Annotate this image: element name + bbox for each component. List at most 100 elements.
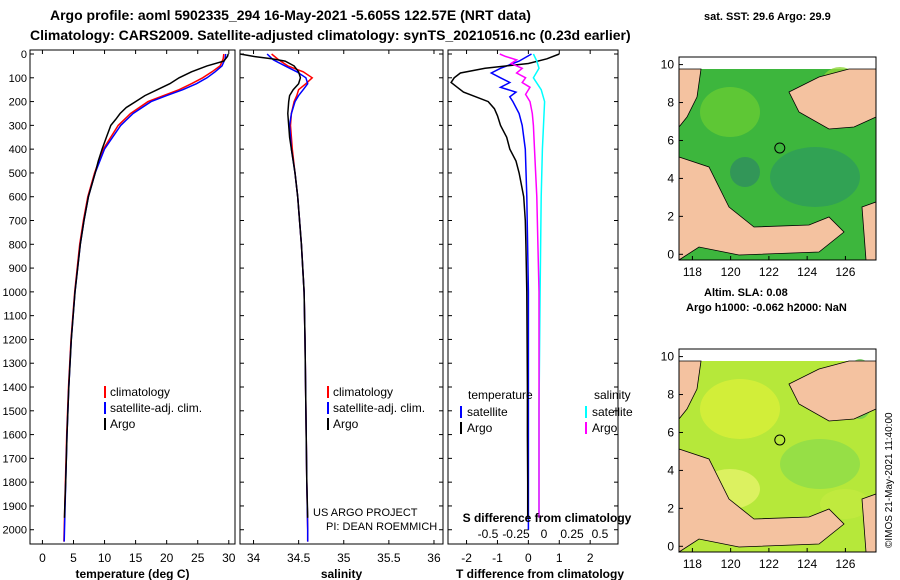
- legend-label: climatology: [333, 385, 393, 399]
- lon-tick-label: 118: [683, 265, 702, 279]
- y-tick-label: 0: [21, 49, 27, 61]
- x-tick-label: 35: [337, 551, 351, 565]
- x-tick-label: 15: [129, 551, 143, 565]
- y-tick-label: 1600: [3, 430, 27, 442]
- y-tick-label: 600: [9, 192, 27, 204]
- sla-map-title-line2: Argo h1000: -0.062 h2000: NaN: [686, 302, 847, 314]
- x-tick-label: 1: [556, 551, 563, 565]
- y-tick-label: 700: [9, 216, 27, 228]
- y-tick-label: 1500: [3, 406, 27, 418]
- x-tick-label: 25: [191, 551, 205, 565]
- legend-label: satellite: [467, 405, 508, 419]
- x-tick-label: -1: [492, 551, 503, 565]
- secondary-x-tick-label: 0.5: [592, 527, 609, 541]
- secondary-x-tick-label: 0: [541, 527, 548, 541]
- lon-tick-label: 120: [721, 557, 741, 571]
- secondary-x-tick-label: -0.5: [478, 527, 499, 541]
- lon-tick-label: 126: [835, 265, 855, 279]
- float-position-marker: [774, 142, 786, 154]
- lon-tick-label: 126: [835, 557, 855, 571]
- y-tick-label: 300: [9, 120, 27, 132]
- legend-title-temperature: temperature: [468, 388, 533, 402]
- series-group: [450, 53, 560, 530]
- credit-line-2: PI: DEAN ROEMMICH: [326, 521, 437, 533]
- series-line-argo: [63, 53, 229, 518]
- plot-frame: [447, 49, 619, 545]
- y-tick-label: 1800: [3, 477, 27, 489]
- x-tick-label: 34.5: [287, 551, 311, 565]
- y-tick-label: 800: [9, 239, 27, 251]
- legend-label: climatology: [110, 385, 170, 399]
- legend-label: Argo: [110, 417, 136, 431]
- x-axis-label: temperature (deg C): [75, 567, 189, 580]
- lat-tick-label: 10: [661, 350, 675, 364]
- land-mass: [678, 448, 845, 553]
- x-tick-label: 2: [587, 551, 594, 565]
- lat-tick-label: 10: [661, 58, 675, 72]
- lon-tick-label: 124: [797, 265, 817, 279]
- y-tick-label: 1100: [3, 311, 27, 323]
- x-tick-label: 10: [98, 551, 112, 565]
- x-tick-label: 30: [222, 551, 236, 565]
- field-patch: [780, 439, 860, 489]
- lon-tick-label: 124: [797, 557, 817, 571]
- field-patch: [700, 87, 760, 137]
- legend-label: Argo: [592, 421, 618, 435]
- y-tick-label: 500: [9, 168, 27, 180]
- series-line-argo: [240, 53, 309, 518]
- x-axis-label: salinity: [321, 567, 363, 580]
- sla-map: 118 120 122 124 126 0 2 4 6 8 10: [661, 348, 877, 571]
- x-tick-label: 34: [247, 551, 261, 565]
- field-patch: [820, 489, 870, 519]
- map-frame: [678, 56, 877, 261]
- lat-tick-label: 2: [667, 501, 674, 515]
- lat-tick-label: 0: [667, 539, 674, 553]
- x-axis-label: T difference from climatology: [456, 567, 624, 580]
- series-group: [240, 53, 314, 542]
- plot-frame: [29, 49, 236, 545]
- land-mass: [678, 156, 845, 261]
- series-line-temperature-satellite: [489, 53, 532, 530]
- lat-tick-label: 2: [667, 209, 674, 223]
- lat-tick-label: 6: [667, 425, 674, 439]
- y-tick-label: 1300: [3, 358, 27, 370]
- figure-title-line2: Climatology: CARS2009. Satellite-adjuste…: [30, 27, 631, 43]
- legend-label: satellite-adj. clim.: [110, 401, 202, 415]
- legend-title-salinity: salinity: [594, 388, 631, 402]
- x-tick-label: -2: [461, 551, 472, 565]
- x-tick-label: 20: [160, 551, 174, 565]
- lon-tick-label: 118: [683, 557, 702, 571]
- float-position-marker: [774, 434, 786, 446]
- series-line-satellite-adj-clim-: [266, 53, 309, 542]
- no-data-band: [679, 57, 876, 69]
- sst-map: 118 120 122 124 126 0 2 4 6 8 10: [661, 56, 877, 279]
- chart-panel-1: 0100200300400500600700800900100011001200…: [3, 49, 236, 580]
- credit-line-1: US ARGO PROJECT: [313, 507, 418, 519]
- y-tick-label: 900: [9, 263, 27, 275]
- lat-tick-label: 4: [667, 463, 674, 477]
- lat-tick-label: 0: [667, 247, 674, 261]
- chart-panel-3: -2 -1 0 1 2T difference from climatologytemp…: [447, 49, 633, 580]
- series-line-climatology: [63, 53, 225, 542]
- lon-tick-label: 120: [721, 265, 741, 279]
- lat-tick-label: 8: [667, 96, 674, 110]
- x-tick-label: 0: [525, 551, 532, 565]
- series-line-salinity-satellite: [532, 53, 546, 518]
- secondary-x-tick-label: 0.25: [560, 527, 584, 541]
- y-tick-label: 1700: [3, 453, 27, 465]
- lat-tick-label: 8: [667, 388, 674, 402]
- sla-map-title-line1: Altim. SLA: 0.08: [704, 287, 788, 299]
- series-line-temperature-argo: [450, 53, 560, 518]
- x-tick-label: 36: [427, 551, 441, 565]
- x-tick-label: 0: [39, 551, 46, 565]
- y-tick-label: 2000: [3, 525, 27, 537]
- legend-label: Argo: [467, 421, 493, 435]
- field-patch: [700, 379, 780, 439]
- y-tick-label: 1400: [3, 382, 27, 394]
- no-data-band: [679, 349, 876, 361]
- y-tick-label: 1000: [3, 287, 27, 299]
- secondary-x-axis-label: S difference from climatology: [463, 511, 632, 525]
- x-tick-label: 5: [70, 551, 77, 565]
- plot-frame: [239, 49, 444, 545]
